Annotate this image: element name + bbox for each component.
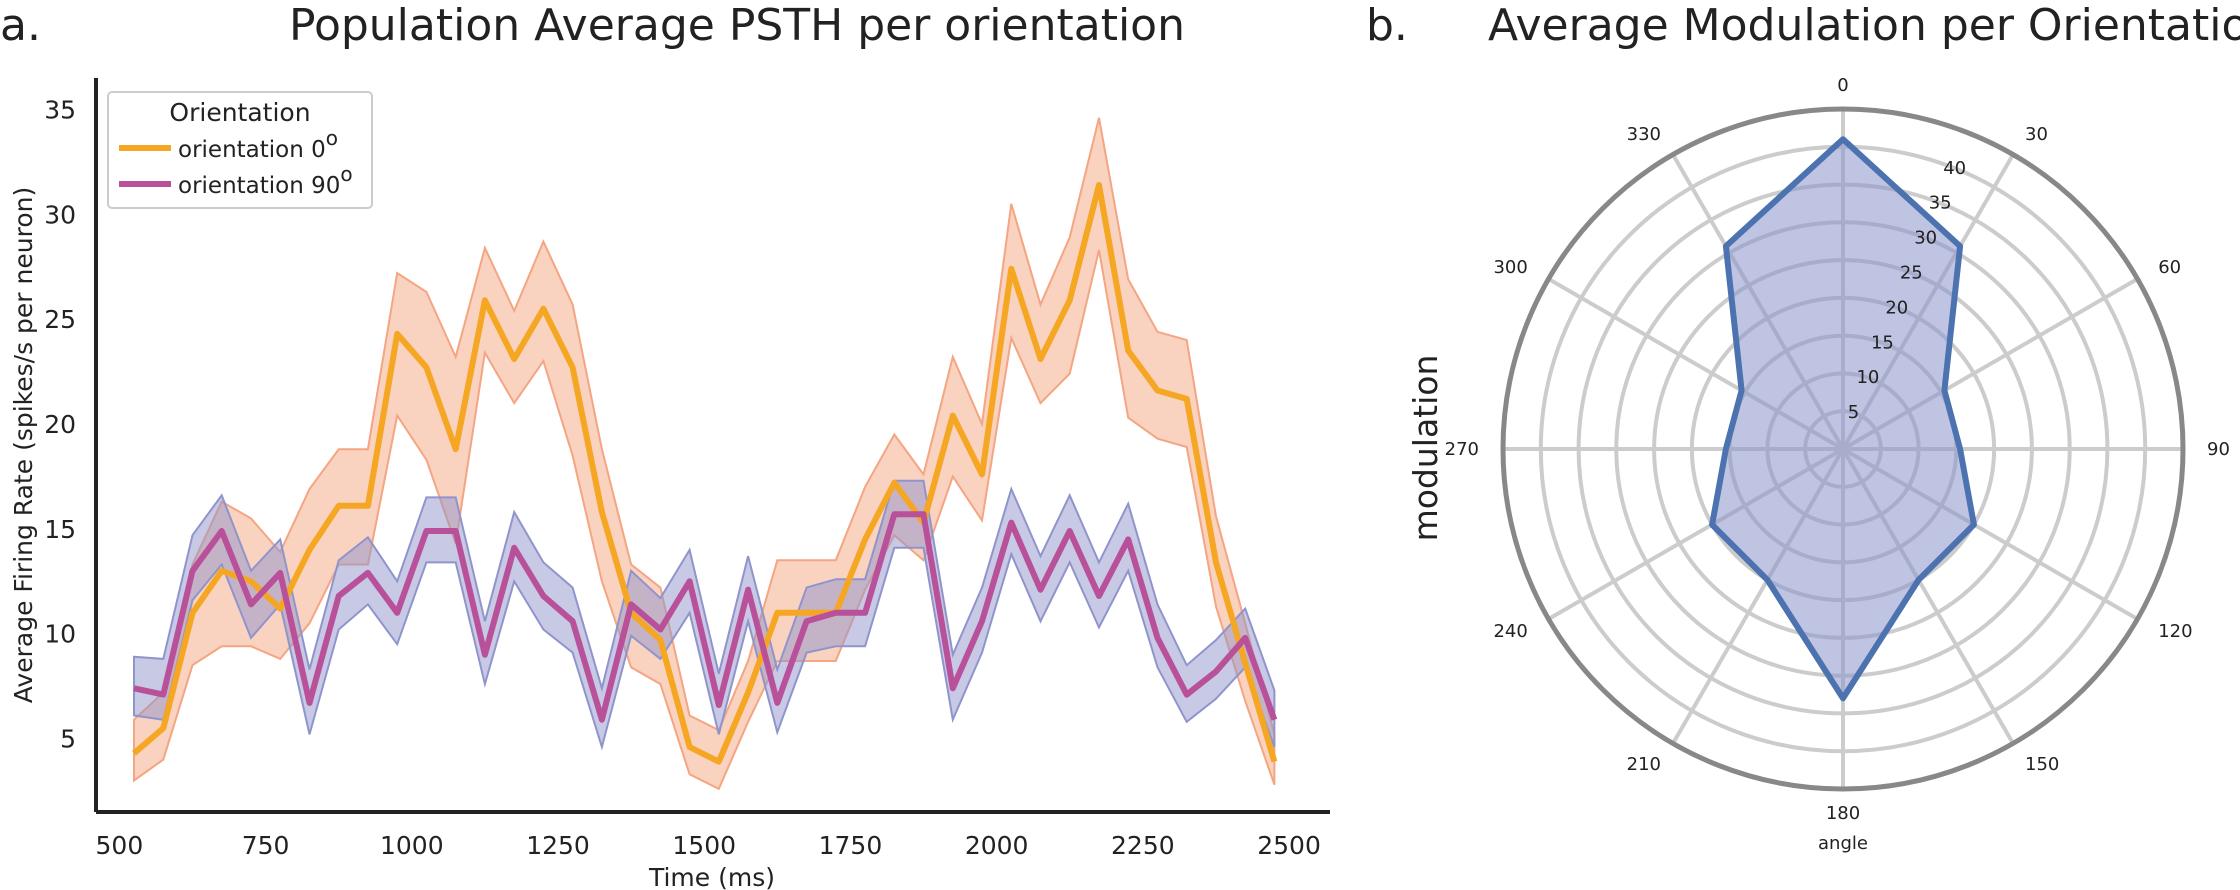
y-tick-30: 30 [44,200,76,229]
radar-radial-tick-10: 10 [1856,367,1879,388]
radar-angle-tick-180: 180 [1826,803,1860,824]
psth-line-0 [132,182,1278,765]
radar-angle-tick-0: 0 [1837,75,1848,96]
y-tick-labels: 5 10 15 20 25 30 35 [44,95,76,753]
panel-a-label: a. [0,0,41,51]
radar-angle-tick-60: 60 [2158,257,2181,278]
y-tick-5: 5 [60,725,76,754]
x-tick-750: 750 [242,831,290,860]
psth-line-1 [133,511,1278,723]
x-tick-1750: 1750 [819,831,883,860]
y-tick-10: 10 [44,620,76,649]
y-tick-35: 35 [44,95,76,124]
legend-entry-0: orientation 0o [178,126,338,163]
radar-radial-tick-5: 5 [1848,402,1859,423]
radar-radial-tick-20: 20 [1885,297,1908,318]
panel-b-label: b. [1366,0,1408,51]
x-tick-500: 500 [96,831,144,860]
radar-angle-tick-330: 330 [1627,124,1661,145]
x-tick-labels: 500 750 1000 1250 1500 1750 2000 2250 2500 [96,831,1321,860]
radar-radial-tick-30: 30 [1914,228,1937,249]
x-axis-label: Time (ms) [648,863,775,890]
radar-radial-tick-35: 35 [1929,193,1952,214]
legend: Orientation orientation 0o orientation 9… [107,91,373,209]
radar-angle-tick-300: 300 [1493,257,1527,278]
x-tick-2000: 2000 [965,831,1029,860]
y-axis-label: Average Firing Rate (spikes/s per neuron… [9,187,38,703]
y-tick-15: 15 [44,515,76,544]
y-tick-20: 20 [44,410,76,439]
radar-radial-tick-25: 25 [1900,263,1923,284]
x-tick-1500: 1500 [672,831,736,860]
radar-polygon [1709,136,1977,702]
radar-outer-circle [1500,106,2186,792]
x-tick-1250: 1250 [526,831,590,860]
radar-angle-tick-90: 90 [2207,439,2230,460]
radar-angle-tick-150: 150 [2025,754,2059,775]
psth-series-lines [132,182,1278,765]
radar-radial-tick-40: 40 [1943,158,1966,179]
radar-angle-tick-120: 120 [2158,621,2192,642]
x-tick-2500: 2500 [1257,831,1321,860]
panel-b: b. Average Modulation per Orientation 0 3… [1366,0,2240,854]
radar-modulation-label: modulation [1406,355,1445,542]
psth-band-0 [133,117,1276,791]
radar-angle-tick-210: 210 [1627,754,1661,775]
legend-title: Orientation [169,98,310,127]
radar-labels: 0 30 60 90 120 150 180 210 240 270 300 330 5 10 15 20 25… [1445,75,2230,824]
radar-angle-label: angle [1818,833,1868,854]
x-tick-1000: 1000 [380,831,444,860]
legend-entry-1: orientation 90o [178,162,353,199]
radar-angle-tick-270: 270 [1445,439,1479,460]
radar-title: Average Modulation per Orientation [1488,0,2240,51]
panel-a: a. Population Average PSTH per orientati… [0,0,1330,890]
radar-angle-tick-30: 30 [2025,124,2048,145]
radar-series [1709,136,1977,702]
radar-radial-tick-15: 15 [1871,332,1894,353]
x-tick-2250: 2250 [1111,831,1175,860]
radar-angle-tick-240: 240 [1493,621,1527,642]
y-tick-25: 25 [44,305,76,334]
legend-frame [107,91,373,209]
psth-title: Population Average PSTH per orientation [289,0,1185,51]
